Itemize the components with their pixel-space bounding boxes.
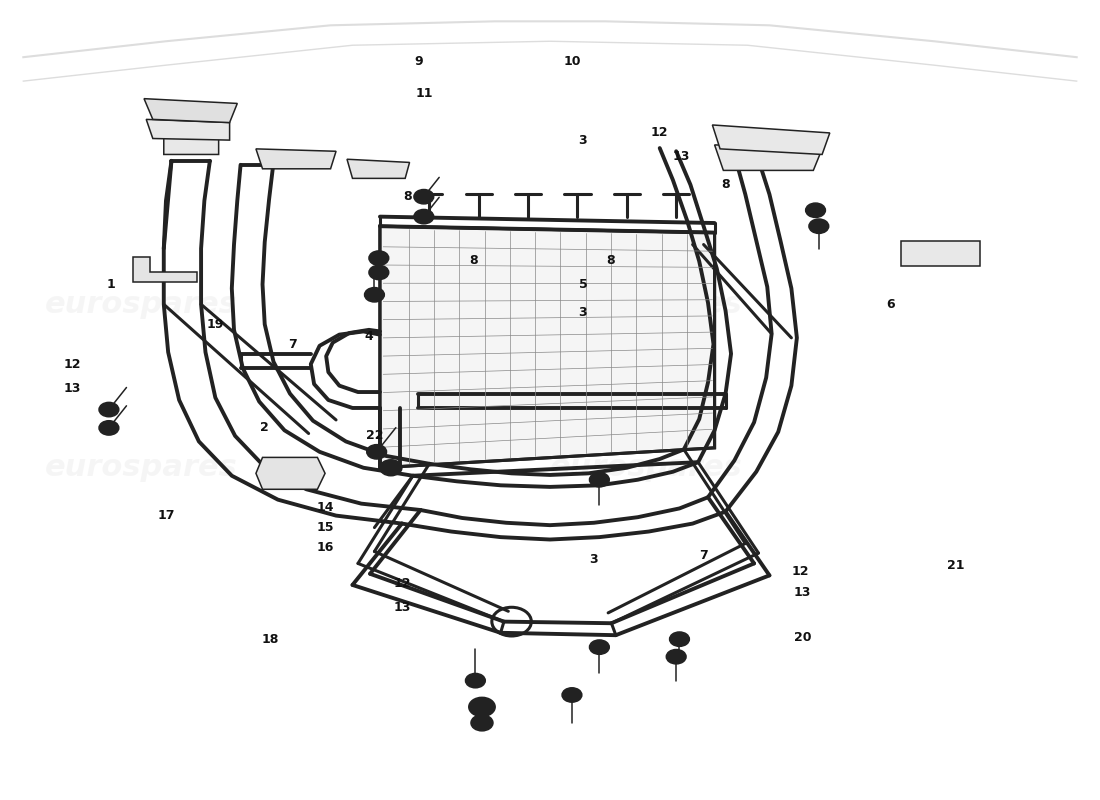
Text: eurospares: eurospares [45, 454, 238, 482]
Circle shape [364, 287, 384, 302]
Text: 10: 10 [563, 54, 581, 68]
Text: 19: 19 [207, 318, 224, 330]
Text: 9: 9 [414, 54, 422, 68]
Circle shape [805, 203, 825, 218]
Text: 20: 20 [793, 631, 811, 644]
Circle shape [374, 254, 384, 262]
Polygon shape [346, 159, 409, 178]
Circle shape [562, 688, 582, 702]
Text: 12: 12 [393, 577, 410, 590]
Text: eurospares: eurospares [550, 454, 742, 482]
Circle shape [667, 650, 686, 664]
Text: 11: 11 [415, 86, 432, 99]
Text: 8: 8 [606, 254, 615, 267]
Polygon shape [379, 226, 715, 468]
Text: 13: 13 [673, 150, 691, 163]
Polygon shape [901, 241, 980, 266]
Text: 12: 12 [64, 358, 81, 370]
Text: 8: 8 [403, 190, 411, 203]
Circle shape [414, 210, 433, 224]
Text: 22: 22 [365, 430, 383, 442]
Text: eurospares: eurospares [550, 290, 742, 319]
Circle shape [414, 190, 433, 204]
Circle shape [811, 206, 821, 214]
Text: 1: 1 [107, 278, 116, 291]
Circle shape [465, 674, 485, 688]
Polygon shape [164, 137, 219, 154]
Polygon shape [713, 125, 829, 154]
Circle shape [476, 719, 487, 727]
Circle shape [808, 219, 828, 234]
Circle shape [366, 445, 386, 459]
Text: 4: 4 [364, 330, 373, 342]
Circle shape [670, 632, 690, 646]
Text: 8: 8 [469, 254, 477, 267]
Text: 6: 6 [886, 298, 894, 311]
Text: 21: 21 [947, 559, 965, 572]
Circle shape [385, 464, 396, 472]
Circle shape [590, 473, 609, 487]
Circle shape [99, 402, 119, 417]
Text: 13: 13 [393, 601, 410, 614]
Text: eurospares: eurospares [45, 290, 238, 319]
Text: 3: 3 [579, 134, 587, 147]
Circle shape [475, 702, 488, 712]
Polygon shape [715, 145, 822, 170]
Text: 3: 3 [579, 306, 587, 319]
Text: 12: 12 [791, 565, 808, 578]
Polygon shape [256, 149, 336, 169]
Text: 13: 13 [64, 382, 81, 394]
Text: 16: 16 [317, 541, 333, 554]
Circle shape [368, 251, 388, 266]
Polygon shape [146, 119, 230, 140]
Circle shape [590, 640, 609, 654]
Text: 15: 15 [317, 521, 333, 534]
Text: 12: 12 [651, 126, 669, 139]
Text: 7: 7 [288, 338, 297, 350]
Circle shape [99, 421, 119, 435]
Circle shape [374, 269, 384, 276]
Polygon shape [144, 98, 238, 122]
Text: 2: 2 [261, 422, 270, 434]
Text: 14: 14 [317, 501, 333, 514]
Text: 17: 17 [157, 509, 175, 522]
Text: 7: 7 [700, 549, 708, 562]
Text: 18: 18 [262, 633, 279, 646]
Text: 3: 3 [590, 553, 598, 566]
Polygon shape [256, 458, 326, 490]
Polygon shape [133, 257, 197, 282]
Text: 13: 13 [794, 586, 811, 599]
Circle shape [368, 266, 388, 280]
Circle shape [471, 715, 493, 731]
Text: 8: 8 [722, 178, 730, 191]
Circle shape [379, 460, 401, 476]
Circle shape [469, 698, 495, 717]
Text: 5: 5 [579, 278, 587, 291]
